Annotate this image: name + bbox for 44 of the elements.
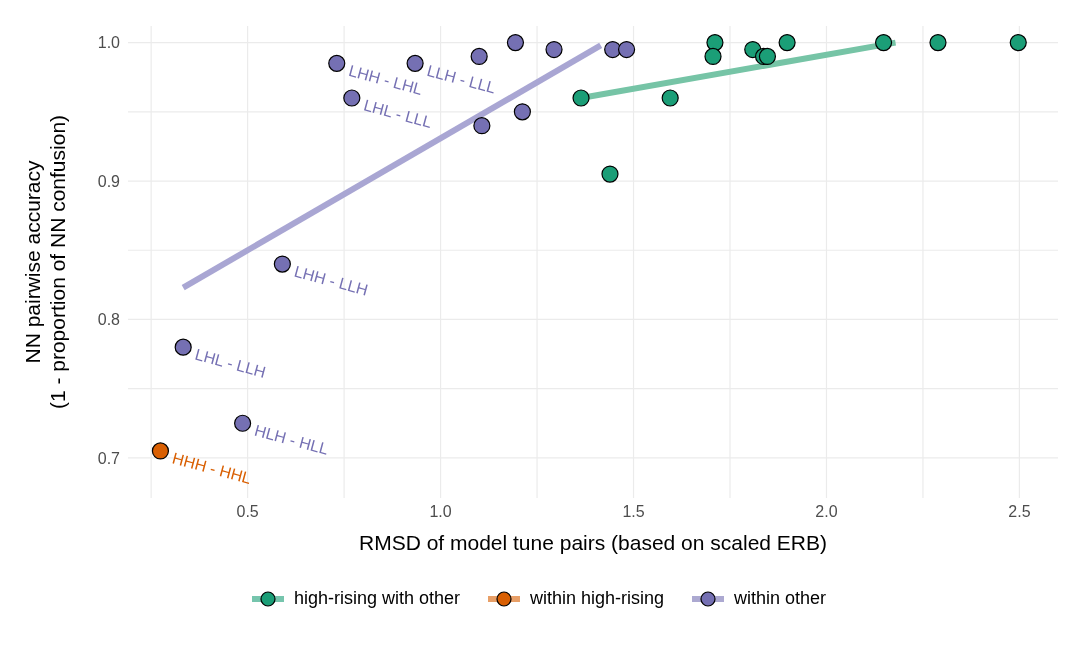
point <box>470 47 488 66</box>
point <box>151 442 170 460</box>
point <box>343 89 361 107</box>
y-tick-label: 0.9 <box>97 172 121 190</box>
point <box>704 47 722 66</box>
point <box>572 89 590 107</box>
point <box>758 47 777 66</box>
point <box>1009 34 1027 52</box>
y-tick-label: 0.7 <box>97 449 121 467</box>
legend-label: within other <box>734 588 827 609</box>
point <box>234 414 252 432</box>
x-axis-title: RMSD of model tune pairs (based on scaled ERB) <box>358 531 828 554</box>
x-tick-label: 1.5 <box>622 503 645 521</box>
x-tick-label: 0.5 <box>236 503 259 521</box>
x-tick-label: 2.5 <box>1008 503 1031 521</box>
point <box>406 54 424 72</box>
point <box>513 103 531 121</box>
point <box>473 117 491 135</box>
x-tick-label: 2.0 <box>815 503 838 521</box>
x-tick-label: 1.0 <box>429 503 452 521</box>
y-tick-label: 0.8 <box>97 311 121 329</box>
annotation: LHH - LLH <box>292 262 370 299</box>
point <box>545 40 563 59</box>
annotation: HLH - HLL <box>252 421 331 458</box>
point <box>273 255 291 273</box>
y-axis-title: NN pairwise accuracy (1 - proportion of NN confusion) <box>21 114 69 410</box>
point <box>617 40 636 59</box>
point <box>778 34 796 52</box>
annotation: HHH - HHL <box>170 449 254 487</box>
annotation: LHH - LHL <box>346 61 425 98</box>
point <box>328 54 346 72</box>
legend-label: within high-rising <box>529 588 665 609</box>
point <box>661 89 679 107</box>
point <box>706 34 724 52</box>
annotation: LLH - LLL <box>425 61 498 97</box>
point <box>506 34 525 52</box>
point <box>929 34 947 52</box>
y-tick-label: 1.0 <box>97 34 121 52</box>
annotation: LHL - LLL <box>361 96 434 132</box>
point <box>174 338 192 356</box>
point <box>874 34 893 52</box>
annotation: LHL - LLH <box>193 345 268 381</box>
point <box>601 165 619 183</box>
legend-label: high-rising with other <box>293 588 460 609</box>
